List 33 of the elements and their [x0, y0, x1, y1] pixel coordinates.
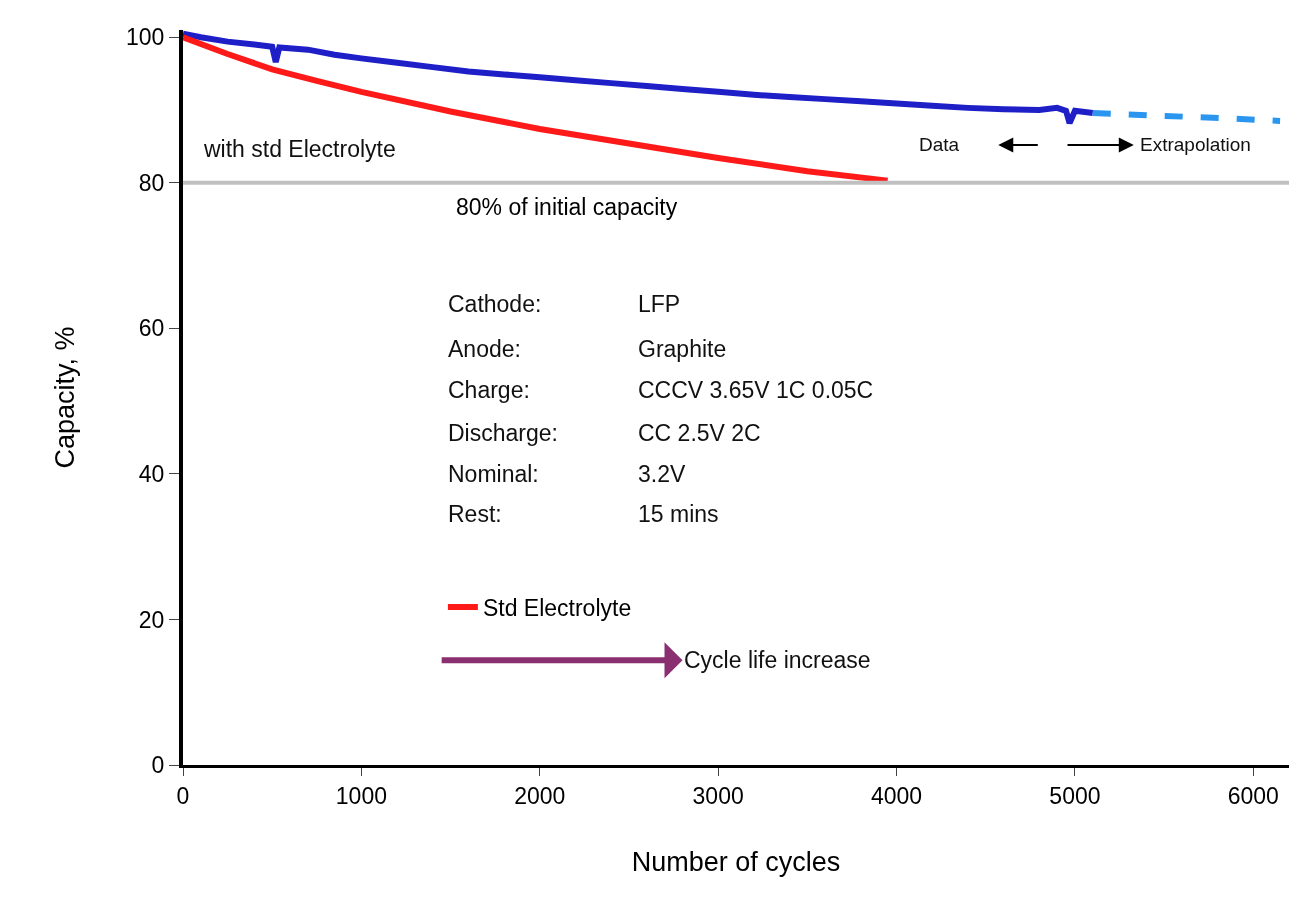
- ref-line-label: 80% of initial capacity: [456, 194, 678, 220]
- y-tick-label: 0: [151, 752, 165, 779]
- annotation: Graphite: [638, 336, 727, 362]
- annotation: Rest:: [448, 501, 502, 527]
- x-tick-label: 6000: [1227, 782, 1279, 809]
- annotation: Anode:: [448, 336, 521, 362]
- x-tick-label: 4000: [870, 782, 923, 809]
- annotation: Charge:: [448, 377, 530, 403]
- annotation: Cathode:: [448, 291, 542, 317]
- legend-label: Std Electrolyte: [482, 594, 632, 621]
- annotation: 3.2V: [638, 461, 686, 487]
- y-tick-label: 100: [126, 24, 165, 51]
- annotation: Extrapolation: [1140, 134, 1251, 155]
- x-tick-label: 2000: [514, 782, 566, 809]
- y-tick-label: 20: [138, 606, 165, 633]
- x-axis-title: Number of cycles: [631, 847, 841, 877]
- annotation: Data: [919, 134, 960, 155]
- x-tick-label: 3000: [692, 782, 744, 809]
- annotation: Nominal:: [448, 461, 539, 487]
- annotation: 15 mins: [638, 501, 719, 527]
- annotation: Discharge:: [448, 420, 558, 446]
- x-tick-label: 1000: [335, 782, 387, 809]
- x-tick-label: 5000: [1049, 782, 1101, 809]
- annotation: LFP: [638, 291, 681, 317]
- x-tick-label: 0: [176, 782, 190, 809]
- y-axis-title: Capacity, %: [49, 326, 80, 469]
- annotation: Cycle life increase: [684, 647, 871, 673]
- y-tick-label: 60: [138, 315, 165, 342]
- annotation: CC 2.5V 2C: [638, 420, 761, 446]
- y-tick-label: 80: [138, 169, 165, 196]
- annotation: with std Electrolyte: [203, 136, 396, 162]
- y-tick-label: 40: [138, 460, 165, 487]
- annotation: CCCV 3.65V 1C 0.05C: [638, 377, 874, 403]
